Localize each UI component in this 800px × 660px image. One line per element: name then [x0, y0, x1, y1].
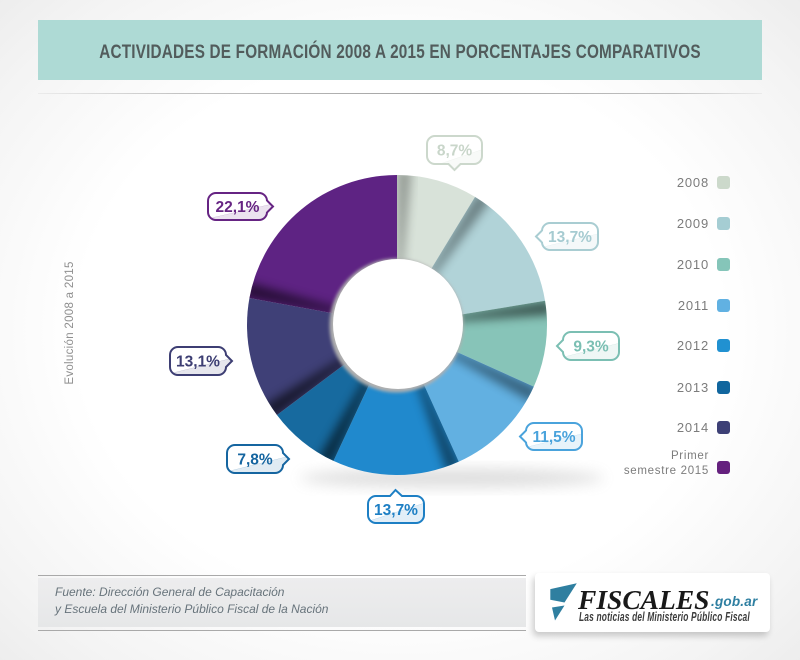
svg-text:9,3%: 9,3% [573, 339, 609, 356]
svg-text:11,5%: 11,5% [532, 429, 575, 446]
svg-text:22,1%: 22,1% [216, 199, 260, 216]
svg-text:13,7%: 13,7% [374, 502, 418, 519]
svg-text:8,7%: 8,7% [437, 143, 473, 160]
svg-text:13,7%: 13,7% [548, 229, 592, 246]
svg-text:7,8%: 7,8% [237, 452, 273, 469]
svg-text:13,1%: 13,1% [176, 354, 220, 371]
